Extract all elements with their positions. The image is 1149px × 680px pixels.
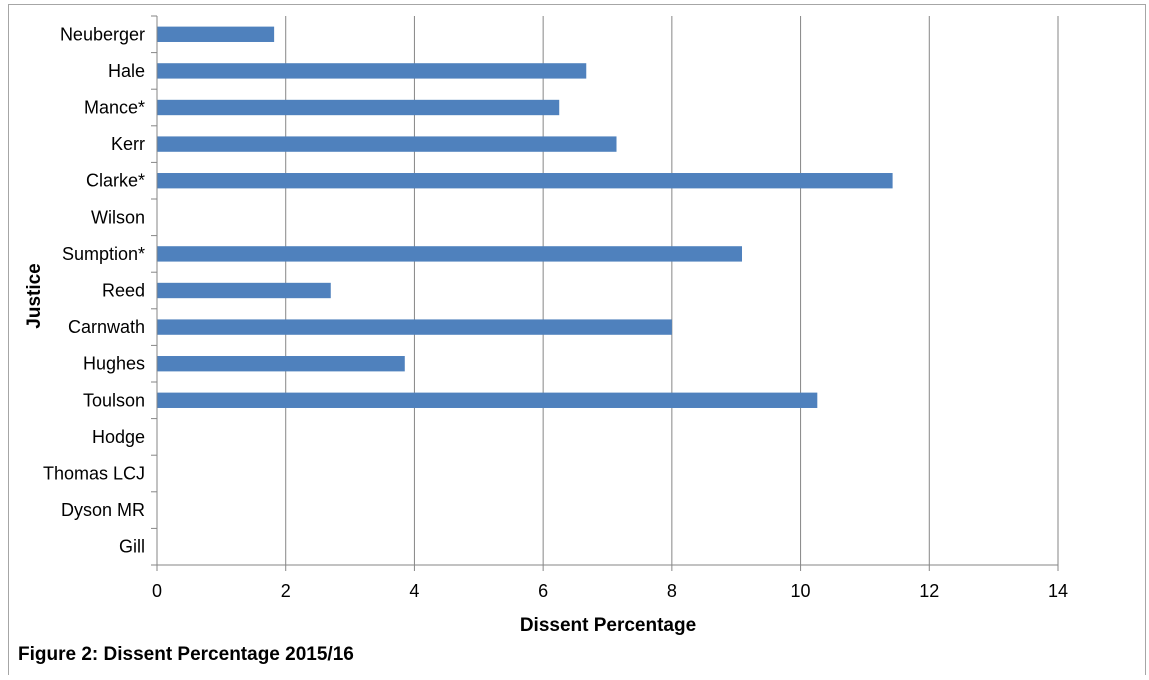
bar-clarke — [157, 173, 893, 189]
y-tick-label: Hughes — [83, 354, 145, 374]
bar-sumption — [157, 246, 743, 262]
bar-hughes — [157, 356, 405, 372]
y-tick-label: Thomas LCJ — [43, 464, 145, 484]
y-tick-label: Carnwath — [68, 317, 145, 337]
y-tick-label: Kerr — [111, 134, 145, 154]
y-tick-label: Dyson MR — [61, 500, 145, 520]
x-tick-label: 6 — [538, 581, 548, 601]
bar-toulson — [157, 392, 818, 408]
y-axis-title: Justice — [24, 263, 45, 328]
y-tick-labels: Neuberger Hale Mance* Kerr Clarke* Wilson Sump… — [43, 24, 145, 556]
gridlines — [285, 16, 1059, 565]
chart-border — [8, 4, 1146, 675]
x-axis-title: Dissent Percentage — [520, 615, 696, 636]
x-tick-label: 2 — [281, 581, 291, 601]
x-tick-label: 14 — [1048, 581, 1068, 601]
figure-caption: Figure 2: Dissent Percentage 2015/16 — [18, 644, 354, 665]
bar-kerr — [157, 136, 617, 152]
x-tick-label: 10 — [791, 581, 811, 601]
x-tick-labels: 0 2 4 6 8 10 12 14 — [152, 581, 1068, 601]
bar-neuberger — [157, 26, 275, 42]
y-tick-label: Toulson — [83, 390, 145, 410]
bar-mance — [157, 99, 560, 116]
bar-chart: Neuberger Hale Mance* Kerr Clarke* Wilson Sump… — [8, 4, 1146, 675]
bar-hale — [157, 63, 587, 79]
y-tick-label: Sumption* — [62, 244, 145, 264]
bars — [157, 26, 893, 408]
y-tick-label: Hodge — [92, 427, 145, 447]
y-tick-label: Wilson — [91, 207, 145, 227]
y-tick-label: Hale — [108, 61, 145, 81]
chart-area: Neuberger Hale Mance* Kerr Clarke* Wilson Sump… — [8, 4, 1146, 675]
y-tick-label: Gill — [119, 537, 145, 557]
x-tick-label: 8 — [667, 581, 677, 601]
y-tick-label: Mance* — [84, 98, 145, 118]
y-tick-label: Reed — [102, 281, 145, 301]
bar-reed — [157, 282, 331, 299]
x-tick-label: 4 — [409, 581, 419, 601]
x-tick-label: 12 — [919, 581, 939, 601]
x-tick-label: 0 — [152, 581, 162, 601]
axes — [8, 4, 1146, 675]
y-tick-label: Clarke* — [86, 171, 145, 191]
y-tick-label: Neuberger — [60, 24, 145, 44]
bar-carnwath — [157, 319, 672, 335]
